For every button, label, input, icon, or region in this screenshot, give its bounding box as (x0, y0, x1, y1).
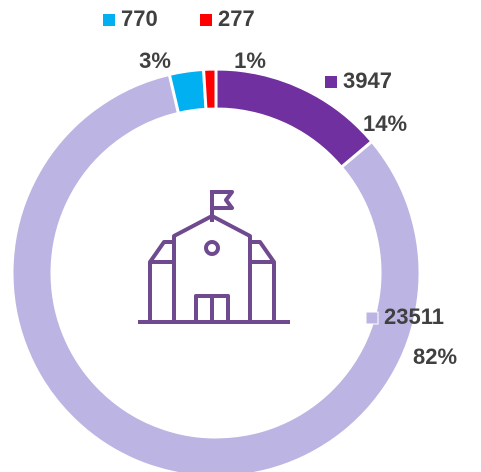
value-label: 277 (218, 6, 255, 31)
school-icon (138, 190, 290, 324)
value-label: 23511 (384, 304, 444, 329)
legend-swatch (365, 311, 379, 325)
legend-swatch (103, 14, 115, 26)
percent-label: 1% (234, 48, 266, 73)
donut-segment (201, 67, 218, 111)
value-label: 770 (121, 6, 158, 31)
legend-swatch (200, 14, 212, 26)
percent-label: 3% (139, 48, 171, 73)
percent-label: 14% (363, 111, 407, 136)
donut-segment (10, 72, 422, 472)
legend-swatch (325, 76, 337, 88)
value-label: 3947 (343, 68, 392, 93)
percent-label: 82% (413, 344, 457, 369)
